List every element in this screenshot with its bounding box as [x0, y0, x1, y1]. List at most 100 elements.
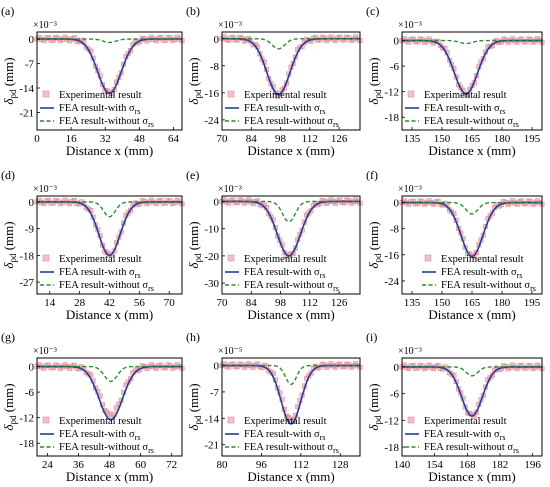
x-tick-label: 48 — [104, 459, 116, 471]
y-label-symbol: δ — [366, 424, 381, 431]
x-tick-label: 36 — [73, 459, 85, 471]
legend-with-label: FEA result-with σrs — [244, 103, 325, 116]
y-label-unit: (mm) — [366, 221, 381, 253]
series-experimental — [219, 197, 363, 259]
y-tick-label: -18 — [19, 438, 34, 450]
panel-label: (b) — [186, 4, 200, 18]
x-tick-label: 112 — [293, 459, 309, 471]
legend-without-subscript: rs — [513, 446, 519, 455]
x-tick-label: 135 — [404, 297, 421, 309]
legend-without-text: FEA result-without σ — [244, 116, 333, 127]
x-tick-label: 96 — [256, 459, 268, 471]
panel-label: (e) — [186, 168, 199, 182]
legend-experimental-marker — [42, 254, 50, 262]
x-tick-label: 182 — [492, 459, 509, 471]
series-without-sigma — [222, 364, 360, 386]
y-tick-label: -6 — [390, 389, 400, 401]
axis-exponent: ×10⁻³ — [218, 20, 242, 31]
x-tick-label: 28 — [74, 297, 86, 309]
legend-without-text: FEA result-without σ — [244, 442, 333, 453]
y-label-symbol: δ — [186, 424, 201, 431]
y-axis-label-text: δpd (mm) — [1, 57, 18, 104]
legend-with-label: FEA result-with σrs — [244, 429, 325, 442]
y-axis-label: δpd (mm) — [1, 221, 18, 268]
x-axis-label: Distance x (mm) — [428, 307, 515, 322]
x-tick-label: 84 — [246, 297, 258, 309]
panel-label: (g) — [1, 330, 15, 344]
legend-with-text: FEA result-with σ — [244, 429, 320, 440]
series-without-sigma — [37, 38, 182, 44]
x-tick-label: 180 — [494, 133, 511, 145]
legend-with-subscript: rs — [500, 433, 506, 442]
series-with-sigma — [222, 200, 360, 257]
x-tick-label: 180 — [494, 297, 511, 309]
y-label-subscript: pd — [373, 415, 383, 425]
legend-with-subscript: rs — [135, 271, 141, 280]
legend-experimental-marker — [407, 416, 415, 424]
y-label-symbol: δ — [1, 262, 16, 269]
y-axis-label-text: δpd (mm) — [366, 383, 383, 430]
x-tick-label: 165 — [464, 297, 481, 309]
x-tick-label: 112 — [302, 297, 318, 309]
legend-experimental-marker — [227, 90, 235, 98]
y-label-subscript: pd — [373, 89, 383, 99]
x-tick-label: 112 — [302, 133, 318, 145]
x-tick-label: 64 — [168, 133, 180, 145]
panel-label: (i) — [366, 330, 377, 344]
y-tick-label: -18 — [19, 250, 34, 262]
legend-experimental-label: Experimental result — [244, 416, 327, 427]
x-tick-label: 128 — [332, 459, 349, 471]
y-tick-label: -8 — [210, 61, 220, 73]
series-experimental — [34, 197, 185, 259]
panel-label: (h) — [186, 330, 200, 344]
y-axis-label-text: δpd (mm) — [186, 221, 203, 268]
y-tick-label: -7 — [25, 59, 35, 71]
legend-with-text: FEA result-with σ — [424, 429, 500, 440]
x-tick-label: 126 — [331, 133, 348, 145]
x-tick-label: 98 — [275, 297, 287, 309]
x-tick-label: 154 — [426, 459, 443, 471]
legend-with-text: FEA result-with σ — [244, 103, 320, 114]
series-experimental — [34, 34, 185, 97]
x-tick-label: 60 — [135, 459, 147, 471]
y-tick-label: 0 — [29, 197, 35, 209]
y-label-subscript: pd — [193, 89, 203, 99]
legend-with-text: FEA result-with σ — [244, 267, 320, 278]
legend-experimental-label: Experimental result — [59, 416, 142, 427]
x-tick-label: 24 — [42, 459, 54, 471]
series-without-sigma — [402, 39, 542, 45]
y-axis-label: δpd (mm) — [1, 383, 18, 430]
series-experimental — [399, 362, 545, 419]
legend-with-text: FEA result-with σ — [441, 267, 517, 278]
y-label-subscript: pd — [193, 253, 203, 263]
series-without-sigma — [222, 200, 360, 223]
legend-with-subscript: rs — [320, 271, 326, 280]
y-tick-label: 0 — [394, 36, 400, 48]
legend-without-text: FEA result-without σ — [441, 280, 530, 291]
x-axis-label: Distance x (mm) — [247, 143, 334, 158]
series-without-sigma — [37, 365, 182, 383]
legend-with-subscript: rs — [500, 107, 506, 116]
legend-without-label: FEA result-without σrs — [244, 280, 339, 293]
y-tick-label: -21 — [204, 440, 219, 452]
plot-frame — [221, 357, 361, 457]
legend-without-subscript: rs — [333, 120, 339, 129]
x-axis-label: Distance x (mm) — [66, 143, 153, 158]
series-with-sigma — [37, 38, 182, 95]
legend-experimental-label: Experimental result — [424, 416, 507, 427]
y-axis-label: δpd (mm) — [186, 221, 203, 268]
legend-experimental-label: Experimental result — [244, 254, 327, 265]
x-tick-label: 42 — [104, 297, 115, 309]
axis-exponent: ×10⁻³ — [218, 184, 242, 195]
series-experimental — [219, 361, 363, 423]
panel-label: (a) — [1, 4, 14, 18]
x-tick-label: 72 — [166, 459, 177, 471]
x-tick-label: 126 — [331, 297, 348, 309]
legend-without-label: FEA result-without σrs — [244, 442, 339, 455]
legend-with-text: FEA result-with σ — [424, 103, 500, 114]
x-tick-label: 84 — [246, 133, 258, 145]
y-tick-label: -24 — [384, 276, 399, 288]
legend-without-subscript: rs — [333, 446, 339, 455]
legend-without-subscript: rs — [333, 284, 339, 293]
x-tick-label: 80 — [217, 459, 229, 471]
